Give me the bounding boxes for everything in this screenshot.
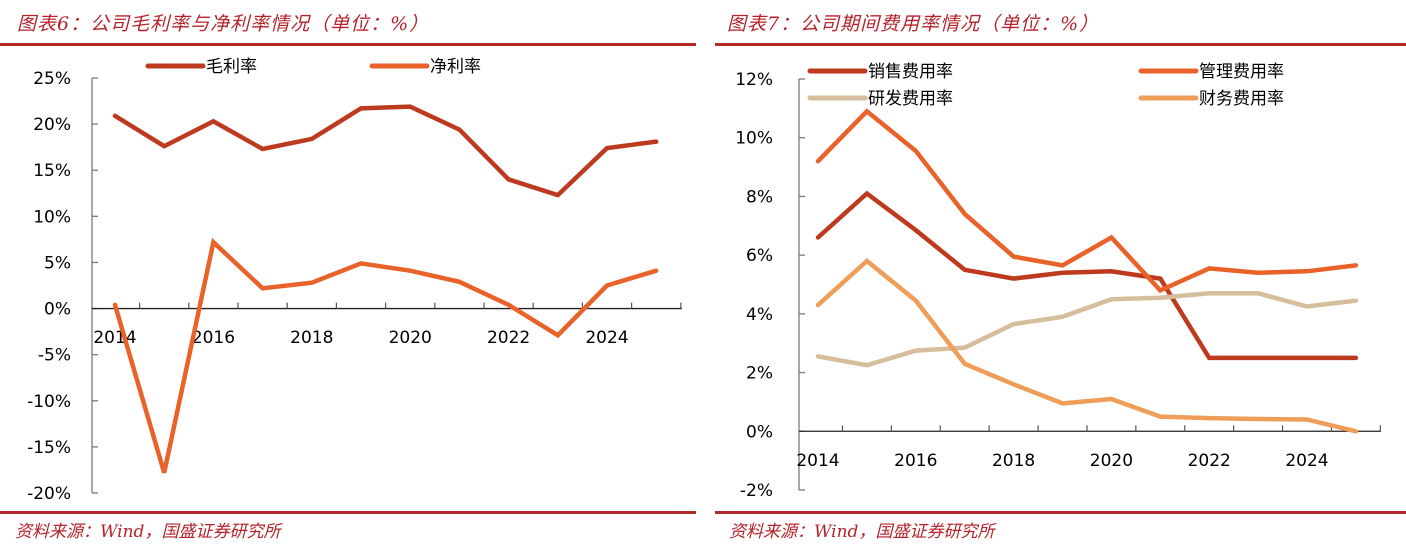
- x-tick-label: 2016: [894, 451, 937, 471]
- y-tick-label: 10%: [33, 207, 71, 227]
- x-tick-label: 2018: [290, 328, 333, 348]
- chart-title: 图表7：公司期间费用率情况（单位：%）: [727, 13, 1100, 35]
- y-tick-label: 5%: [44, 253, 71, 273]
- legend-label: 研发费用率: [868, 89, 953, 109]
- y-tick-label: -2%: [740, 481, 773, 501]
- series-line-3: [815, 291, 1359, 368]
- source-note: 资料来源：Wind，国盛证券研究所: [729, 522, 995, 542]
- legend-label: 销售费用率: [868, 62, 953, 82]
- y-tick-label: -10%: [27, 392, 71, 412]
- y-tick-label: 20%: [33, 115, 71, 135]
- legend-item: 管理费用率: [1138, 62, 1284, 82]
- y-tick-label: 8%: [746, 187, 773, 207]
- title-divider: [0, 43, 696, 46]
- series-line-2: [112, 237, 659, 474]
- x-tick-label: 2018: [992, 451, 1035, 471]
- x-tick-label: 2020: [389, 328, 432, 348]
- x-tick-label: 2016: [192, 328, 235, 348]
- y-tick-label: 12%: [735, 70, 773, 90]
- y-tick-label: 15%: [33, 161, 71, 181]
- x-tick-label: 2022: [487, 328, 530, 348]
- y-tick-label: 10%: [735, 129, 773, 149]
- x-tick-label: 2020: [1090, 451, 1133, 471]
- chart-left-svg: 25% 20% 15% 10% 5% 0% -5% -10% -15% -20% 2014 2016 2…: [27, 57, 682, 504]
- legend-item: 毛利率: [145, 57, 257, 77]
- legend-item: 净利率: [369, 57, 481, 77]
- source-divider: [715, 511, 1406, 514]
- legend-label: 净利率: [430, 57, 481, 77]
- series-line-1: [815, 190, 1359, 361]
- legend-label: 毛利率: [206, 57, 257, 77]
- legend-item: 研发费用率: [807, 89, 953, 109]
- y-tick-label: 25%: [33, 69, 71, 89]
- legend-item: 销售费用率: [807, 62, 953, 82]
- x-tick-label: 2024: [1285, 451, 1328, 471]
- source-divider: [0, 511, 696, 514]
- chart-title: 图表6：公司毛利率与净利率情况（单位：%）: [17, 13, 430, 35]
- chart-right-svg: 12% 10% 8% 6% 4% 2% 0% -2% 2014 2016 2018 2020 2022 2…: [735, 62, 1381, 501]
- y-tick-label: -20%: [27, 484, 71, 504]
- series-line-1: [112, 104, 659, 198]
- legend-label: 管理费用率: [1199, 62, 1284, 82]
- x-tick-label: 2024: [585, 328, 628, 348]
- y-tick-label: 6%: [746, 246, 773, 266]
- y-tick-label: -15%: [27, 438, 71, 458]
- y-tick-label: 0%: [44, 300, 71, 320]
- y-tick-label: 2%: [746, 364, 773, 384]
- y-tick-label: -5%: [38, 346, 71, 366]
- series-line-4: [815, 258, 1359, 434]
- source-note: 资料来源：Wind，国盛证券研究所: [15, 522, 281, 542]
- y-tick-label: 0%: [746, 422, 773, 442]
- legend-item: 财务费用率: [1138, 89, 1284, 109]
- x-tick-label: 2022: [1188, 451, 1231, 471]
- y-tick-label: 4%: [746, 305, 773, 325]
- x-tick-label: 2014: [796, 451, 839, 471]
- title-divider: [715, 43, 1406, 46]
- x-tick-label: 2014: [93, 328, 136, 348]
- legend-label: 财务费用率: [1199, 89, 1284, 109]
- chart-panel-gross-net-margin: 图表6：公司毛利率与净利率情况（单位：%） 25% 20% 15% 10% 5% 0% -5…: [0, 0, 696, 552]
- chart-panel-expense-ratios: 图表7：公司期间费用率情况（单位：%） 12% 10% 8% 6% 4% 2% 0% -2% 2…: [707, 0, 1406, 552]
- series-line-2: [815, 108, 1359, 294]
